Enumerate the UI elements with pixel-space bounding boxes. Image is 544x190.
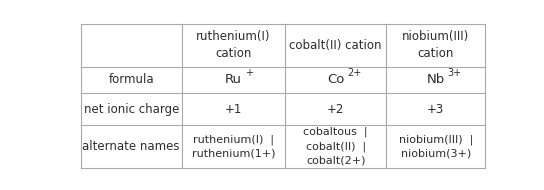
- Text: ruthenium(I)
cation: ruthenium(I) cation: [196, 30, 271, 60]
- Text: +: +: [245, 68, 252, 78]
- Text: +1: +1: [225, 103, 242, 116]
- Text: +2: +2: [327, 103, 344, 116]
- Text: Co: Co: [327, 73, 344, 86]
- Text: alternate names: alternate names: [83, 140, 180, 153]
- Text: niobium(III)  |
niobium(3+): niobium(III) | niobium(3+): [399, 134, 473, 159]
- Text: Nb: Nb: [426, 73, 445, 86]
- Text: +3: +3: [427, 103, 444, 116]
- Text: 3+: 3+: [447, 68, 461, 78]
- Text: cobaltous  |
cobalt(II)  |
cobalt(2+): cobaltous | cobalt(II) | cobalt(2+): [304, 127, 368, 166]
- Text: 2+: 2+: [347, 68, 361, 78]
- Text: formula: formula: [108, 73, 154, 86]
- Text: niobium(III)
cation: niobium(III) cation: [402, 30, 469, 60]
- Text: ruthenium(I)  |
ruthenium(1+): ruthenium(I) | ruthenium(1+): [191, 134, 275, 159]
- Text: cobalt(II) cation: cobalt(II) cation: [289, 39, 382, 52]
- Text: Ru: Ru: [225, 73, 242, 86]
- Text: net ionic charge: net ionic charge: [84, 103, 179, 116]
